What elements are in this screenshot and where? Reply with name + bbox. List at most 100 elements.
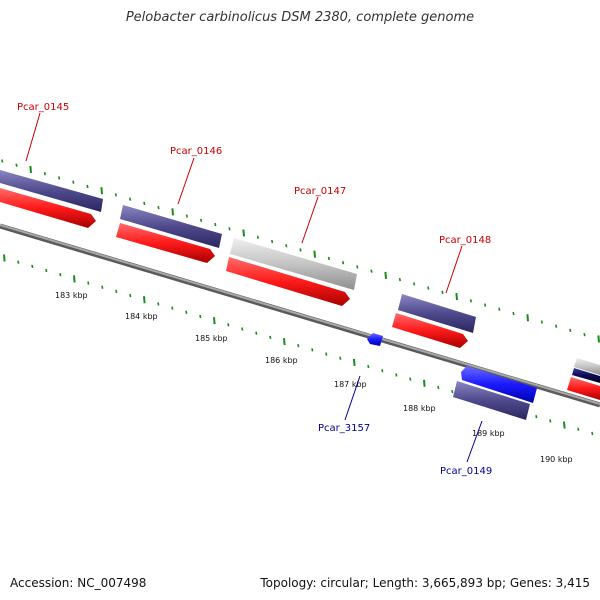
upper-minor-tick — [484, 303, 487, 307]
tick-label-186: 186 kbp — [265, 356, 298, 365]
lower-minor-tick — [577, 427, 580, 431]
upper-minor-tick — [256, 235, 259, 239]
upper-minor-tick — [43, 172, 46, 176]
upper-major-tick — [597, 335, 600, 343]
feature-pcar-0147-gray[interactable] — [230, 238, 357, 290]
lower-major-tick — [73, 275, 76, 283]
lower-major-tick — [3, 254, 6, 262]
lower-minor-tick — [339, 356, 342, 360]
feature-edge-red[interactable] — [567, 377, 600, 400]
tick-label-190: 190 kbp — [540, 455, 573, 464]
lower-minor-tick — [227, 323, 230, 327]
upper-major-tick — [384, 271, 387, 279]
lower-minor-tick — [395, 373, 398, 377]
gene-label-pcar-0149[interactable]: Pcar_0149 — [440, 466, 492, 477]
feature-pcar-3157-blue[interactable] — [367, 333, 383, 346]
lower-minor-tick — [129, 293, 132, 298]
upper-minor-tick — [271, 239, 274, 244]
features — [0, 170, 600, 420]
upper-minor-tick — [441, 290, 444, 294]
feature-edge-gray[interactable] — [574, 358, 600, 375]
upper-minor-tick — [512, 311, 515, 316]
upper-major-tick — [242, 229, 245, 237]
lower-major-tick — [143, 296, 146, 304]
upper-minor-tick — [327, 256, 330, 261]
lower-minor-tick — [269, 335, 272, 340]
feature-pcar-0146-red[interactable] — [116, 223, 215, 263]
upper-major-tick — [455, 292, 458, 301]
upper-minor-tick — [15, 163, 18, 167]
upper-minor-tick — [129, 197, 132, 201]
lower-major-tick — [353, 358, 356, 367]
upper-minor-tick — [285, 244, 288, 248]
upper-minor-tick — [58, 176, 61, 180]
lower-minor-tick — [185, 310, 188, 314]
gene-label-pcar-0146[interactable]: Pcar_0146 — [170, 146, 222, 157]
upper-minor-tick — [228, 227, 231, 231]
tick-label-188: 188 kbp — [403, 404, 436, 413]
gene-label-pcar-0145[interactable]: Pcar_0145 — [17, 102, 69, 113]
lower-minor-tick — [409, 377, 412, 381]
gene-labels: Pcar_0145 Pcar_0146 Pcar_0147 Pcar_0148 … — [17, 102, 492, 477]
lower-minor-tick — [241, 327, 244, 331]
lower-minor-tick — [297, 344, 300, 348]
upper-minor-tick — [469, 299, 472, 303]
tick-label-185: 185 kbp — [195, 334, 228, 343]
upper-minor-tick — [569, 328, 572, 333]
upper-tick-track — [1, 159, 600, 343]
lower-minor-tick — [591, 431, 594, 436]
upper-major-tick — [29, 165, 32, 174]
lower-major-tick — [423, 379, 426, 387]
feature-pcar-0148-red[interactable] — [392, 313, 468, 348]
upper-minor-tick — [86, 184, 89, 189]
upper-minor-tick — [1, 159, 4, 163]
upper-minor-tick — [299, 248, 302, 252]
gene-label-pcar-0148[interactable]: Pcar_0148 — [439, 235, 491, 246]
upper-minor-tick — [540, 320, 543, 324]
upper-minor-tick — [200, 218, 203, 222]
feature-pcar-0149-blue[interactable] — [461, 366, 537, 403]
upper-major-tick — [100, 187, 103, 195]
feature-pcar-0148-purple[interactable] — [398, 294, 476, 333]
lower-minor-tick — [157, 302, 160, 306]
feature-pcar-0145-purple[interactable] — [0, 170, 103, 212]
upper-major-tick — [171, 208, 174, 216]
feature-pcar-0145-red[interactable] — [0, 188, 96, 228]
lower-minor-tick — [549, 419, 552, 423]
feature-pcar-0146-purple[interactable] — [120, 205, 222, 248]
upper-minor-tick — [114, 193, 117, 197]
feature-edge-navy[interactable] — [572, 368, 600, 383]
upper-minor-tick — [157, 205, 160, 210]
upper-minor-tick — [398, 277, 401, 282]
lower-minor-tick — [535, 415, 538, 419]
lower-minor-tick — [31, 264, 34, 269]
upper-minor-tick — [214, 222, 217, 227]
backbone — [0, 223, 600, 408]
upper-minor-tick — [370, 269, 373, 273]
upper-minor-tick — [583, 333, 586, 337]
upper-minor-tick — [185, 214, 188, 218]
feature-pcar-0147-red[interactable] — [226, 257, 350, 306]
lower-minor-tick — [45, 268, 48, 273]
lower-minor-tick — [381, 369, 384, 373]
lower-major-tick — [563, 421, 566, 429]
feature-pcar-0149-purple[interactable] — [453, 381, 530, 420]
gene-label-pcar-3157[interactable]: Pcar_3157 — [318, 423, 370, 434]
tick-label-184: 184 kbp — [125, 312, 158, 321]
accession-info: Accession: NC_007498 — [10, 576, 147, 590]
gene-leaders — [25, 112, 483, 463]
upper-minor-tick — [498, 307, 501, 311]
upper-minor-tick — [427, 286, 430, 290]
lower-minor-tick — [101, 285, 104, 289]
upper-major-tick — [526, 314, 529, 322]
lower-minor-tick — [325, 352, 328, 356]
upper-minor-tick — [143, 201, 146, 206]
lower-minor-tick — [437, 385, 440, 390]
upper-minor-tick — [72, 180, 75, 184]
lower-minor-tick — [451, 389, 454, 394]
gene-label-pcar-0147[interactable]: Pcar_0147 — [294, 186, 346, 197]
lower-minor-tick — [59, 273, 62, 277]
lower-major-tick — [213, 317, 216, 325]
lower-minor-tick — [367, 364, 370, 369]
